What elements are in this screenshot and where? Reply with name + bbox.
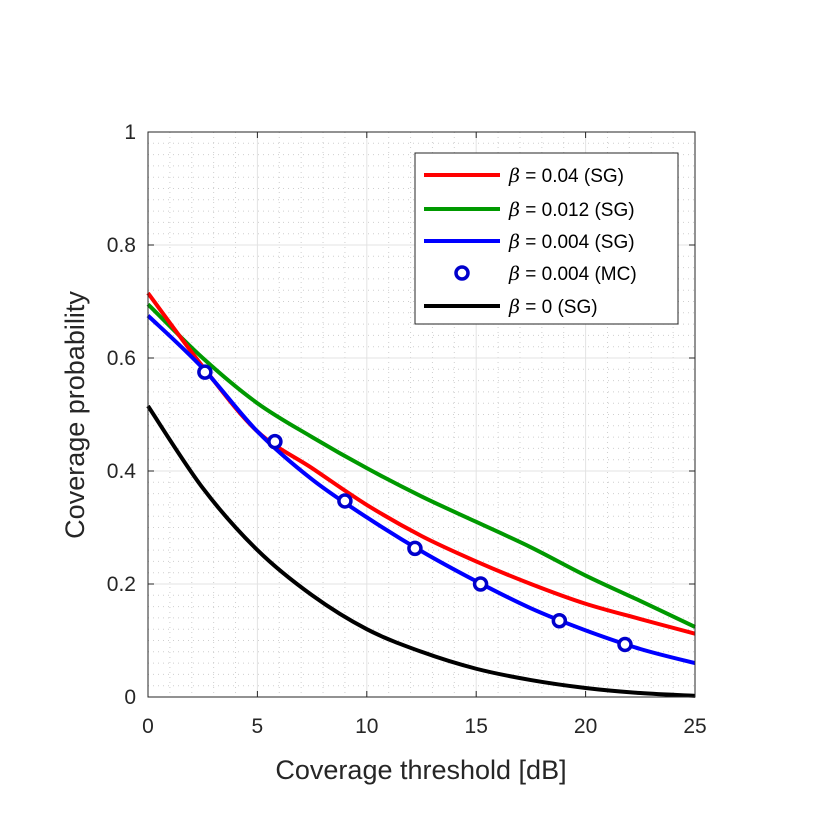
legend-label-1: β = 0.012 (SG) bbox=[508, 199, 635, 221]
legend: β = 0.04 (SG) β = 0.012 (SG) β = 0.004 (SG… bbox=[414, 152, 679, 325]
x-tick-label: 20 bbox=[574, 715, 597, 738]
mc-marker bbox=[617, 636, 633, 653]
legend-marker-3 bbox=[454, 265, 470, 281]
y-axis-label: Coverage probability bbox=[60, 291, 90, 539]
x-tick-label: 0 bbox=[142, 715, 154, 738]
series-line-1 bbox=[146, 302, 696, 629]
legend-label-4: β = 0 (SG) bbox=[508, 296, 598, 318]
x-tick-label: 15 bbox=[465, 715, 488, 738]
x-tick-label: 25 bbox=[683, 715, 706, 738]
mc-marker bbox=[472, 576, 489, 592]
legend-label-3: β = 0.004 (MC) bbox=[508, 263, 637, 285]
x-tick-label: 10 bbox=[355, 715, 378, 738]
plot-border bbox=[147, 131, 696, 698]
mc-marker bbox=[337, 493, 353, 509]
legend-label-0: β = 0.04 (SG) bbox=[508, 165, 624, 187]
y-tick-label: 0.4 bbox=[107, 460, 137, 483]
mc-marker bbox=[197, 364, 213, 380]
legend-label-2: β = 0.004 (SG) bbox=[508, 231, 635, 253]
series-line-4 bbox=[146, 404, 696, 698]
y-tick-label: 0.6 bbox=[107, 347, 136, 370]
y-tick-label: 0.8 bbox=[107, 234, 136, 257]
y-tick-label: 1 bbox=[124, 121, 136, 144]
x-tick-label: 5 bbox=[252, 715, 264, 738]
x-axis-label: Coverage threshold [dB] bbox=[275, 755, 566, 785]
mc-marker bbox=[551, 612, 568, 629]
y-tick-label: 0 bbox=[124, 686, 136, 709]
legend-box bbox=[414, 152, 679, 325]
y-tick-label: 0.2 bbox=[107, 573, 136, 596]
mc-marker bbox=[267, 433, 283, 450]
mc-marker bbox=[407, 540, 423, 557]
